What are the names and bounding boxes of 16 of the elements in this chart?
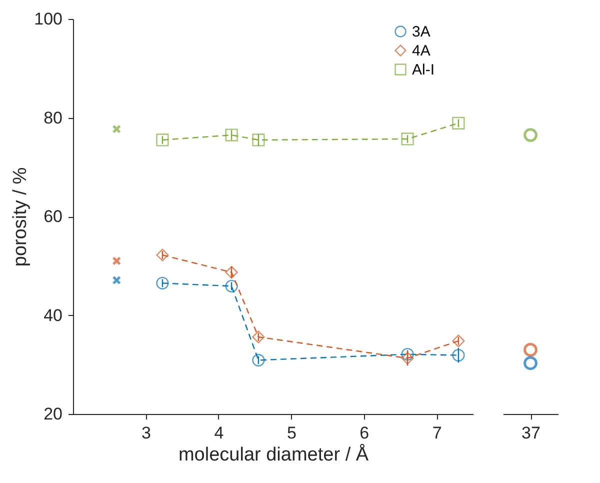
x-tick-label: 7	[432, 424, 442, 442]
y-tick-label: 60	[44, 207, 62, 226]
legend-label: Al-I	[412, 62, 434, 78]
x-tick-label: 6	[360, 424, 370, 442]
x-axis-title: molecular diameter / Å	[178, 444, 369, 466]
legend-label: 4A	[412, 42, 430, 60]
x-tick-label: 37	[522, 424, 540, 442]
x-tick-label: 3	[141, 424, 151, 442]
x-tick-label: 5	[286, 424, 296, 442]
legend-label: 3A	[412, 24, 430, 40]
y-tick-label: 100	[34, 10, 62, 28]
y-axis-title: porosity / %	[10, 167, 32, 267]
y-tick-label: 80	[44, 108, 62, 128]
x-tick-label: 4	[214, 424, 224, 442]
y-tick-label: 20	[44, 404, 62, 424]
y-tick-label: 40	[44, 306, 62, 325]
